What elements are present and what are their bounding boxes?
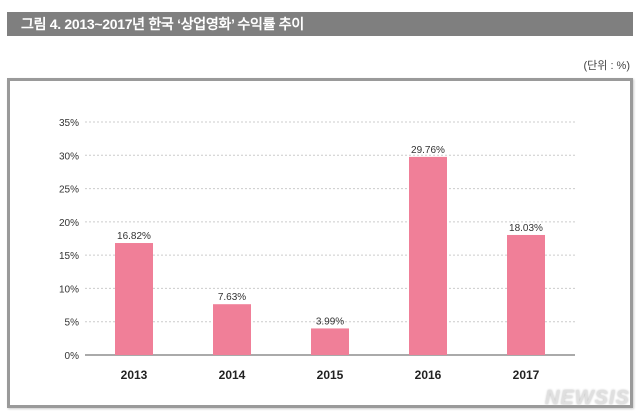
data-label: 16.82% [117, 231, 151, 242]
y-tick-label: 0% [65, 351, 80, 362]
y-tick-label: 15% [59, 251, 79, 262]
bar-2017 [507, 234, 545, 355]
data-label: 29.76% [411, 145, 445, 156]
y-tick-label: 10% [59, 284, 79, 295]
bar-2013 [115, 243, 153, 355]
data-label: 7.63% [218, 292, 246, 303]
y-tick-label: 35% [59, 118, 79, 129]
x-tick-label: 2016 [415, 368, 442, 382]
x-tick-label: 2015 [317, 368, 344, 382]
figure-title: 그림 4. 2013~2017년 한국 ‘상업영화’ 수익률 추이 [7, 12, 633, 36]
x-tick-label: 2017 [513, 368, 540, 382]
data-label: 3.99% [316, 316, 344, 327]
y-tick-label: 25% [59, 185, 79, 196]
newsis-watermark: NEWSIS [545, 387, 630, 409]
bar-2016 [409, 156, 447, 355]
x-tick-label: 2014 [219, 368, 246, 382]
bar-2014 [213, 304, 251, 355]
x-tick-label: 2013 [121, 368, 148, 382]
data-label: 18.03% [509, 223, 543, 234]
y-tick-label: 5% [65, 318, 80, 329]
bar-2015 [311, 328, 349, 355]
y-tick-label: 20% [59, 218, 79, 229]
unit-label: (단위 : %) [583, 60, 630, 72]
chart-frame [7, 78, 633, 408]
y-tick-label: 30% [59, 151, 79, 162]
